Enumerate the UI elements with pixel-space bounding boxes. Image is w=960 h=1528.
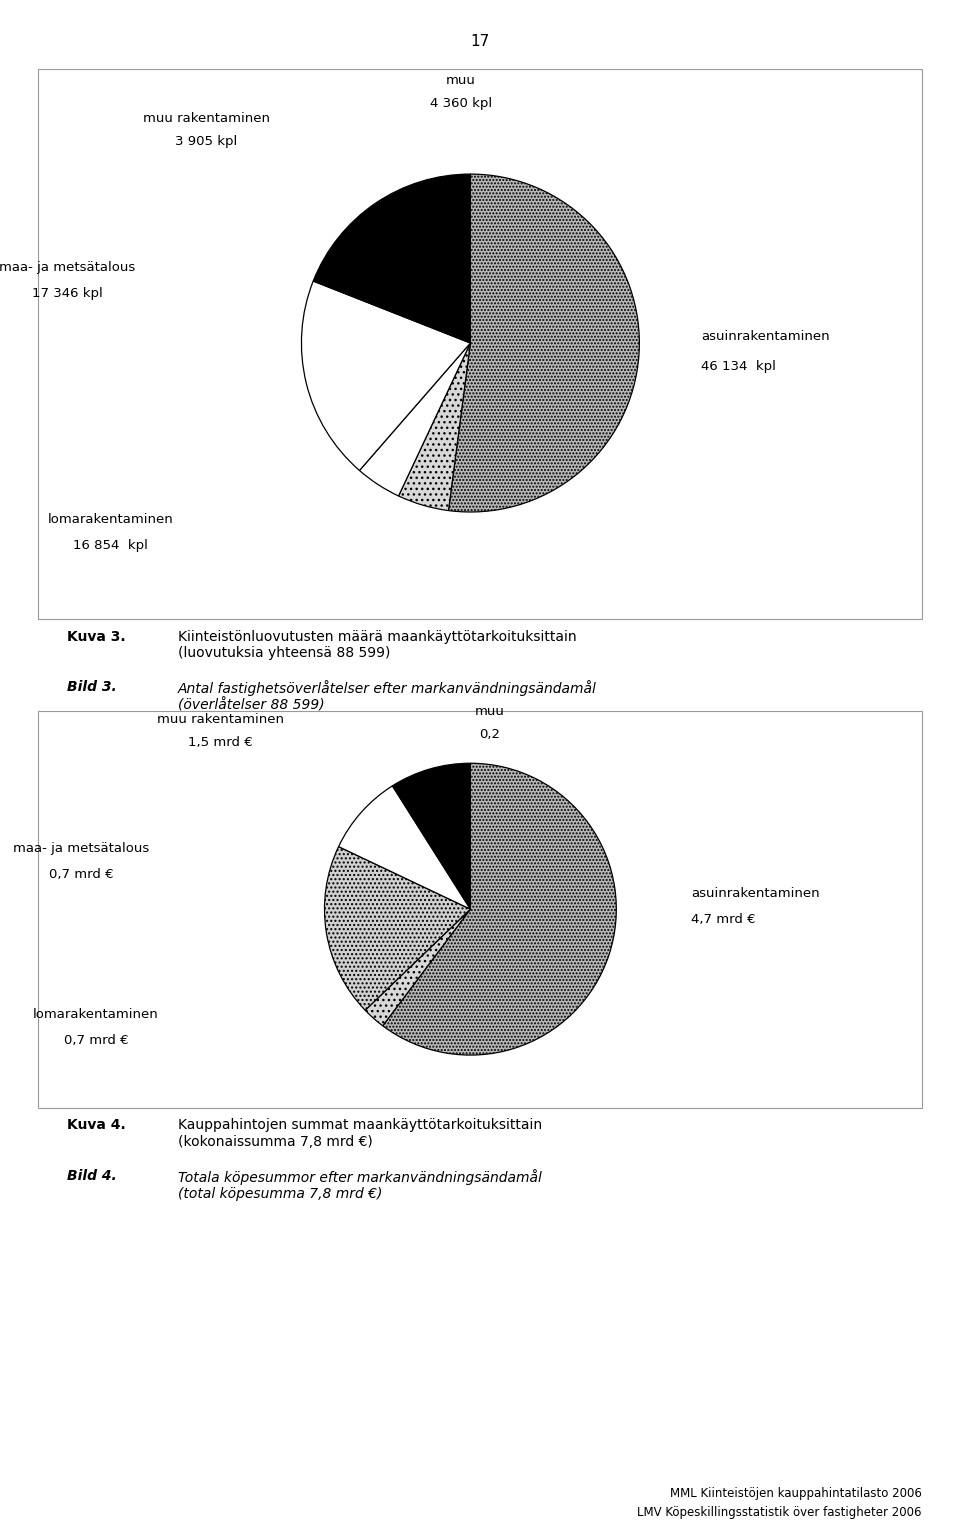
Wedge shape	[313, 174, 470, 344]
Text: 17: 17	[470, 34, 490, 49]
Wedge shape	[365, 909, 470, 1025]
Text: 4,7 mrd €: 4,7 mrd €	[691, 914, 756, 926]
Text: Totala köpesummor efter markanvändningsändamål
(total köpesumma 7,8 mrd €): Totala köpesummor efter markanvändningsä…	[178, 1169, 541, 1201]
Text: MML Kiinteistöjen kauppahintatilasto 2006: MML Kiinteistöjen kauppahintatilasto 200…	[670, 1487, 922, 1500]
Text: maa- ja metsätalous: maa- ja metsätalous	[13, 842, 150, 854]
Text: 0,7 mrd €: 0,7 mrd €	[49, 868, 114, 880]
Text: LMV Köpeskillingsstatistik över fastigheter 2006: LMV Köpeskillingsstatistik över fastighe…	[637, 1505, 922, 1519]
Text: asuinrakentaminen: asuinrakentaminen	[701, 330, 829, 342]
Text: Bild 4.: Bild 4.	[67, 1169, 117, 1183]
Text: 0,7 mrd €: 0,7 mrd €	[63, 1034, 129, 1047]
Text: muu rakentaminen: muu rakentaminen	[143, 112, 270, 125]
Text: muu rakentaminen: muu rakentaminen	[157, 712, 284, 726]
Text: 1,5 mrd €: 1,5 mrd €	[188, 735, 253, 749]
Text: asuinrakentaminen: asuinrakentaminen	[691, 888, 820, 900]
Text: muu: muu	[474, 704, 505, 718]
Text: maa- ja metsätalous: maa- ja metsätalous	[0, 261, 135, 274]
Text: Bild 3.: Bild 3.	[67, 680, 117, 694]
Text: Kiinteistönluovutusten määrä maankäyttötarkoituksittain
(luovutuksia yhteensä 88: Kiinteistönluovutusten määrä maankäyttöt…	[178, 630, 576, 660]
Text: 3 905 kpl: 3 905 kpl	[176, 134, 237, 148]
Text: lomarakentaminen: lomarakentaminen	[34, 1008, 158, 1021]
Wedge shape	[393, 764, 470, 909]
Text: 46 134  kpl: 46 134 kpl	[701, 361, 776, 373]
Wedge shape	[339, 785, 470, 909]
Text: lomarakentaminen: lomarakentaminen	[48, 513, 173, 526]
Text: 16 854  kpl: 16 854 kpl	[73, 539, 148, 552]
Text: 0,2: 0,2	[479, 727, 500, 741]
Wedge shape	[448, 174, 639, 512]
Wedge shape	[301, 281, 470, 471]
Text: Kuva 3.: Kuva 3.	[67, 630, 126, 643]
Text: muu: muu	[445, 73, 476, 87]
Text: Kuva 4.: Kuva 4.	[67, 1118, 126, 1132]
Wedge shape	[324, 847, 470, 1010]
Wedge shape	[359, 344, 470, 497]
Text: 17 346 kpl: 17 346 kpl	[32, 287, 103, 299]
Wedge shape	[383, 764, 616, 1054]
Text: 4 360 kpl: 4 360 kpl	[430, 96, 492, 110]
Text: Kauppahintojen summat maankäyttötarkoituksittain
(kokonaissumma 7,8 mrd €): Kauppahintojen summat maankäyttötarkoitu…	[178, 1118, 541, 1149]
Wedge shape	[398, 344, 470, 510]
Text: Antal fastighetsöverlåtelser efter markanvändningsändamål
(överlåtelser 88 599): Antal fastighetsöverlåtelser efter marka…	[178, 680, 596, 712]
